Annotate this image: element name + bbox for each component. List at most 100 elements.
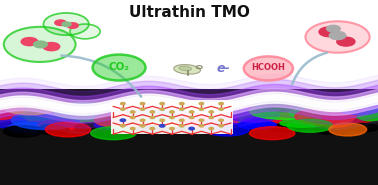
Ellipse shape [227,107,280,122]
Circle shape [121,108,125,110]
Ellipse shape [0,104,23,114]
Circle shape [140,102,145,105]
Ellipse shape [313,119,352,127]
FancyBboxPatch shape [111,100,233,134]
Circle shape [140,119,145,121]
Ellipse shape [4,100,57,115]
FancyArrowPatch shape [61,56,141,96]
Ellipse shape [11,111,79,130]
Circle shape [244,56,293,80]
Circle shape [121,125,125,127]
Ellipse shape [322,112,373,124]
Circle shape [337,37,355,46]
Circle shape [170,127,174,130]
Circle shape [219,108,223,110]
Ellipse shape [289,106,353,120]
Ellipse shape [295,108,355,125]
Ellipse shape [313,125,352,134]
Ellipse shape [280,119,325,127]
Circle shape [43,13,89,35]
Circle shape [170,116,174,119]
Ellipse shape [173,124,205,132]
Circle shape [219,119,223,121]
Polygon shape [0,87,378,119]
Ellipse shape [74,123,107,133]
FancyArrowPatch shape [292,53,327,84]
Circle shape [189,116,194,119]
Ellipse shape [94,121,133,129]
Circle shape [150,111,155,113]
Circle shape [55,20,66,26]
Circle shape [219,102,223,105]
Ellipse shape [6,105,70,120]
Circle shape [189,111,194,113]
Ellipse shape [340,108,378,118]
Ellipse shape [0,106,19,120]
Ellipse shape [328,105,367,117]
Ellipse shape [91,127,136,140]
Ellipse shape [3,126,42,137]
Circle shape [130,116,135,119]
Ellipse shape [0,116,27,128]
Polygon shape [0,73,378,133]
Ellipse shape [0,110,41,127]
Ellipse shape [179,66,192,71]
Ellipse shape [238,121,276,129]
Ellipse shape [45,122,91,137]
Circle shape [180,125,184,127]
Circle shape [4,27,76,62]
Ellipse shape [178,112,238,129]
Ellipse shape [94,113,147,128]
Circle shape [209,111,214,113]
Ellipse shape [132,107,185,122]
Ellipse shape [249,103,318,119]
Polygon shape [0,83,378,123]
Circle shape [120,119,125,122]
Circle shape [170,111,174,113]
Ellipse shape [347,124,378,132]
Circle shape [140,108,145,110]
Circle shape [219,125,223,127]
Circle shape [70,24,100,39]
Circle shape [93,55,146,80]
Circle shape [329,31,346,40]
Circle shape [160,108,164,110]
Ellipse shape [336,100,378,115]
Circle shape [209,116,214,119]
Circle shape [121,102,125,105]
Circle shape [180,108,184,110]
Circle shape [160,119,164,121]
Circle shape [189,127,194,130]
Polygon shape [0,90,378,115]
Circle shape [180,102,184,105]
Circle shape [199,108,204,110]
Ellipse shape [266,112,324,124]
Ellipse shape [242,117,287,127]
Circle shape [305,21,370,53]
Text: Ultrathin TMO: Ultrathin TMO [129,5,249,20]
Ellipse shape [204,123,249,136]
Ellipse shape [74,114,138,127]
Ellipse shape [190,114,248,126]
Ellipse shape [107,107,158,119]
Circle shape [180,119,184,121]
Circle shape [62,22,71,26]
Ellipse shape [151,118,189,126]
Ellipse shape [38,120,83,130]
Ellipse shape [249,127,295,140]
Circle shape [199,125,204,127]
Circle shape [34,41,47,48]
Circle shape [21,38,38,46]
Circle shape [327,25,340,32]
Text: HCOOH: HCOOH [251,63,285,72]
Ellipse shape [8,123,53,133]
Ellipse shape [214,109,278,122]
Circle shape [199,102,204,105]
Circle shape [209,127,214,130]
Ellipse shape [218,125,250,134]
Circle shape [160,102,164,105]
Ellipse shape [157,108,221,121]
Ellipse shape [37,125,69,134]
Text: e-: e- [216,62,230,75]
Circle shape [130,111,135,113]
